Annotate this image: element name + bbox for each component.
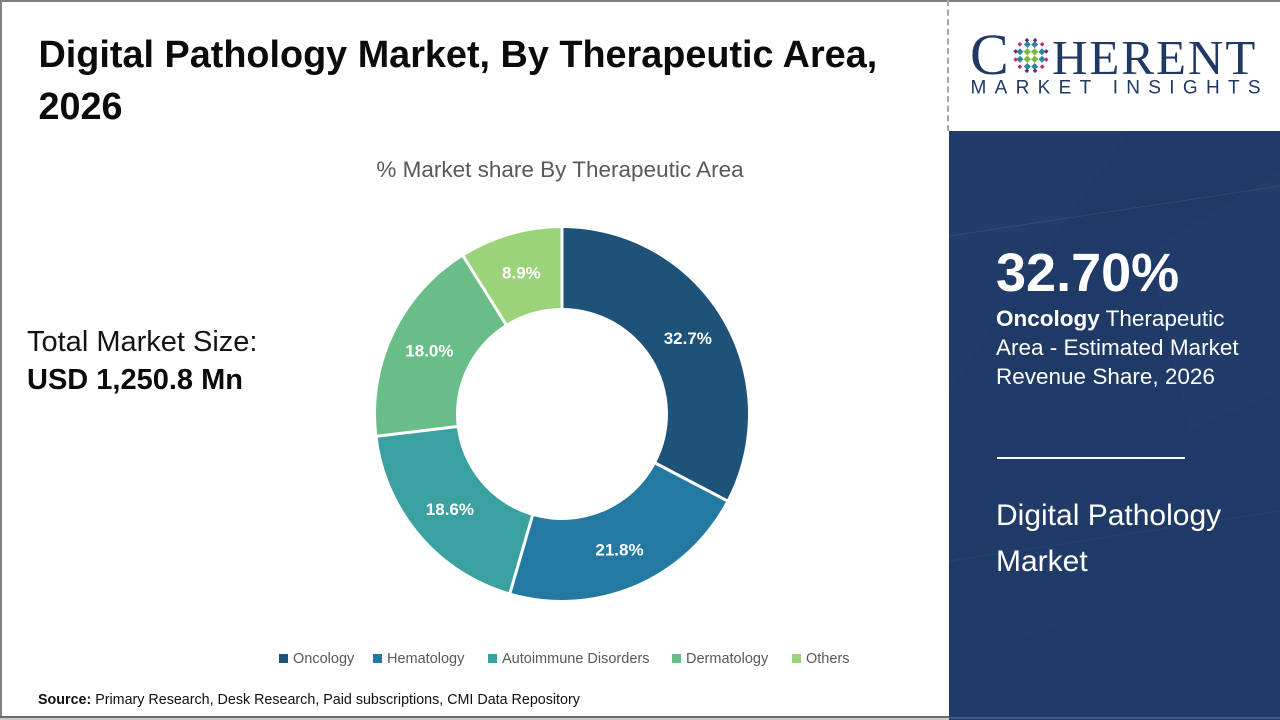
svg-text:8.9%: 8.9% xyxy=(502,264,541,283)
svg-text:MARKET INSIGHTS: MARKET INSIGHTS xyxy=(971,78,1269,99)
svg-text:32.7%: 32.7% xyxy=(664,329,712,348)
svg-text:18.0%: 18.0% xyxy=(405,342,453,361)
svg-text:HERENT: HERENT xyxy=(1052,30,1257,85)
svg-text:21.8%: 21.8% xyxy=(595,540,643,559)
svg-text:18.6%: 18.6% xyxy=(426,500,474,519)
svg-text:C: C xyxy=(970,22,1009,87)
